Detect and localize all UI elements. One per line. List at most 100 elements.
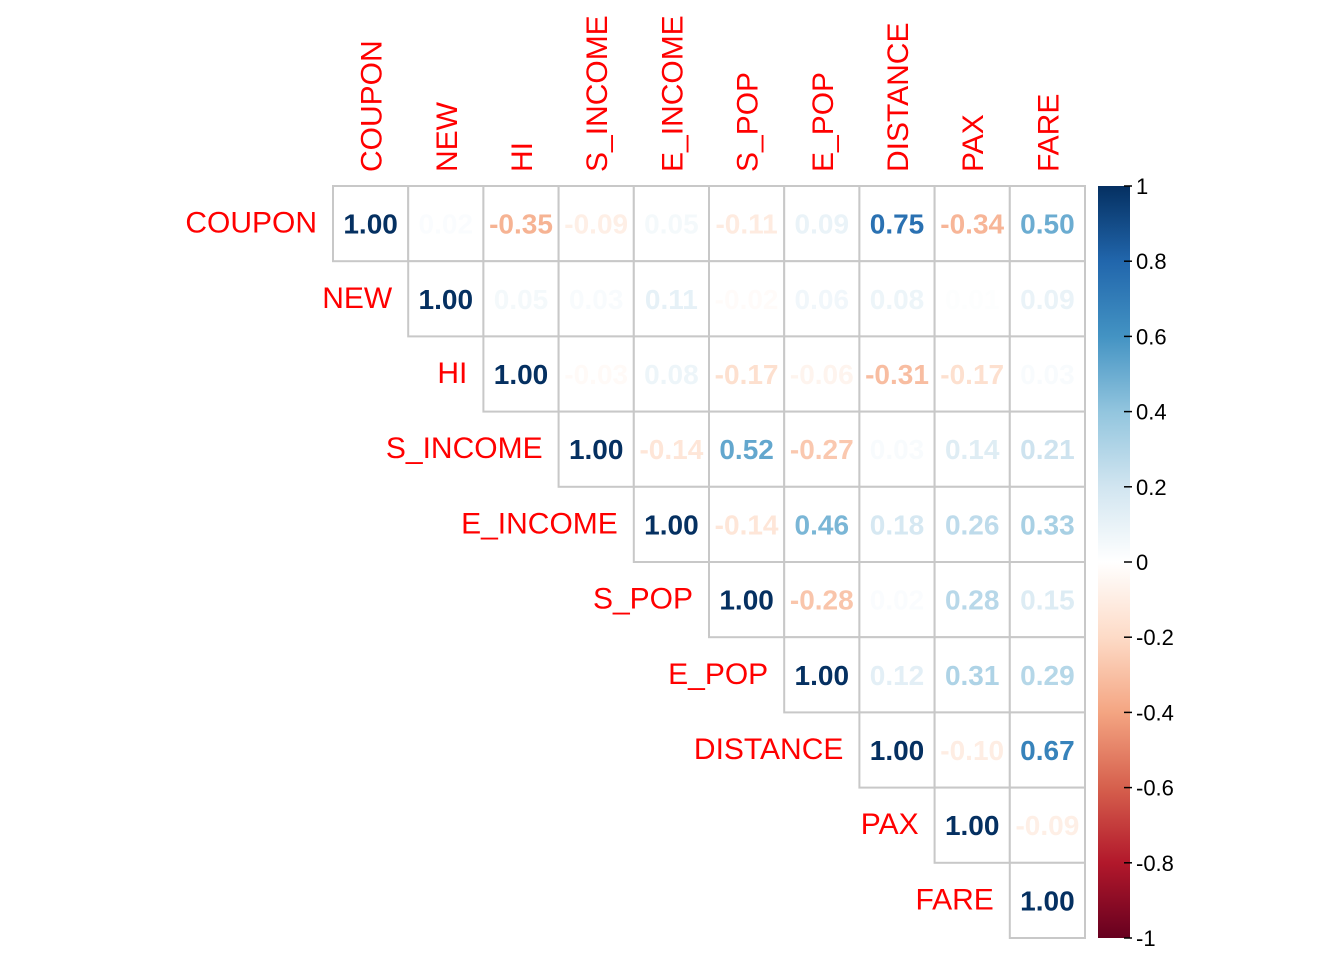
cell-E_POP-PAX [933, 636, 1011, 714]
cell-COUPON-DISTANCE [858, 185, 936, 263]
cell-S_POP-E_POP [783, 561, 861, 639]
cell-E_POP-DISTANCE [858, 636, 936, 714]
cell-NEW-DISTANCE [858, 260, 936, 338]
column-labels: COUPON NEW HI S_INCOME E_INCOME S_POP E_POP DIS… [356, 15, 1066, 172]
value-PAX-PAX: 1.00 [945, 810, 1000, 841]
row-label-S_POP: S_POP [593, 583, 693, 616]
value-COUPON-FARE: 0.50 [1020, 209, 1075, 240]
value-NEW-E_POP: 0.06 [795, 284, 850, 315]
colorbar-tick-label: -0.6 [1136, 776, 1174, 801]
cell-HI-E_INCOME [632, 335, 710, 413]
value-DISTANCE-FARE: 0.67 [1020, 735, 1075, 766]
row-label-S_INCOME: S_INCOME [386, 432, 543, 465]
value-S_INCOME-E_INCOME: -0.14 [639, 434, 703, 465]
cell-DISTANCE-DISTANCE [858, 711, 936, 789]
correlation-values: 1.00 0.02 -0.35 -0.09 0.05 -0.11 0.09 0.75 -0.34… [343, 209, 1079, 917]
cell-COUPON-COUPON [332, 185, 410, 263]
cell-S_POP-S_POP [708, 561, 786, 639]
cell-E_INCOME-E_INCOME [632, 485, 710, 563]
col-label-DISTANCE: DISTANCE [882, 23, 915, 172]
value-DISTANCE-DISTANCE: 1.00 [870, 735, 925, 766]
value-S_INCOME-S_POP: 0.52 [719, 434, 774, 465]
cell-HI-S_INCOME [557, 335, 635, 413]
value-HI-DISTANCE: -0.31 [865, 359, 929, 390]
cell-HI-HI [482, 335, 560, 413]
colorbar-tick-label: 0.4 [1136, 400, 1167, 425]
cell-COUPON-S_POP [708, 185, 786, 263]
cell-PAX-PAX [933, 786, 1011, 864]
colorbar: 1 0.8 0.6 0.4 0.2 0 -0.2 -0.4 -0.6 -0.8 -1 [1098, 174, 1174, 951]
col-label-COUPON: COUPON [356, 40, 389, 172]
colorbar-tick-label: 1 [1136, 174, 1148, 199]
row-label-E_INCOME: E_INCOME [461, 507, 618, 540]
value-PAX-FARE: -0.09 [1015, 810, 1079, 841]
colorbar-tick-label: 0 [1136, 550, 1148, 575]
value-E_INCOME-PAX: 0.26 [945, 509, 1000, 540]
value-NEW-E_INCOME: 0.11 [645, 284, 698, 315]
colorbar-tick-label: -0.4 [1136, 700, 1174, 725]
cell-DISTANCE-FARE [1008, 711, 1086, 789]
value-HI-S_INCOME: -0.03 [564, 359, 628, 390]
value-NEW-NEW: 1.00 [419, 284, 474, 315]
row-label-COUPON: COUPON [185, 207, 317, 240]
cell-HI-FARE [1008, 335, 1086, 413]
value-HI-E_POP: -0.06 [790, 359, 854, 390]
row-label-HI: HI [437, 357, 467, 390]
value-E_INCOME-DISTANCE: 0.18 [870, 509, 925, 540]
value-HI-E_INCOME: 0.08 [644, 359, 699, 390]
value-S_INCOME-PAX: 0.14 [945, 434, 1000, 465]
value-COUPON-S_INCOME: -0.09 [564, 209, 628, 240]
value-S_INCOME-S_INCOME: 1.00 [569, 434, 624, 465]
value-NEW-S_INCOME: 0.03 [569, 284, 624, 315]
cell-E_POP-E_POP [783, 636, 861, 714]
colorbar-tick-label: 0.2 [1136, 475, 1167, 500]
value-E_INCOME-S_POP: -0.14 [715, 509, 779, 540]
colorbar-tick-label: 0.8 [1136, 249, 1167, 274]
col-label-PAX: PAX [957, 114, 990, 172]
value-S_POP-DISTANCE: 0.02 [870, 585, 925, 616]
value-NEW-S_POP: -0.02 [715, 284, 779, 315]
value-E_POP-DISTANCE: 0.12 [870, 660, 925, 691]
value-S_POP-S_POP: 1.00 [719, 585, 774, 616]
cell-DISTANCE-PAX [933, 711, 1011, 789]
value-COUPON-PAX: -0.34 [940, 209, 1004, 240]
cell-FARE-FARE [1008, 861, 1086, 939]
value-COUPON-HI: -0.35 [489, 209, 553, 240]
value-COUPON-E_INCOME: 0.05 [644, 209, 699, 240]
value-HI-HI: 1.00 [494, 359, 549, 390]
row-labels: COUPON NEW HI S_INCOME E_INCOME S_POP E_POP DIS… [185, 207, 993, 917]
value-S_POP-PAX: 0.28 [945, 585, 1000, 616]
value-S_POP-E_POP: -0.28 [790, 585, 854, 616]
row-label-PAX: PAX [861, 808, 919, 841]
value-DISTANCE-PAX: -0.10 [940, 735, 1004, 766]
col-label-E_INCOME: E_INCOME [656, 15, 689, 172]
value-E_POP-PAX: 0.31 [945, 660, 1000, 691]
value-E_INCOME-E_POP: 0.46 [795, 509, 850, 540]
cell-S_INCOME-E_INCOME [632, 410, 710, 488]
col-label-S_INCOME: S_INCOME [581, 15, 614, 172]
row-label-E_POP: E_POP [668, 658, 768, 691]
value-COUPON-S_POP: -0.11 [715, 209, 777, 240]
cell-COUPON-NEW [407, 185, 485, 263]
value-S_INCOME-FARE: 0.21 [1020, 434, 1075, 465]
value-E_INCOME-FARE: 0.33 [1020, 509, 1075, 540]
col-label-E_POP: E_POP [807, 72, 840, 172]
value-NEW-PAX: 0.01 [945, 284, 1000, 315]
value-HI-FARE: 0.03 [1020, 359, 1075, 390]
col-label-S_POP: S_POP [732, 72, 765, 172]
cell-E_INCOME-E_POP [783, 485, 861, 563]
col-label-FARE: FARE [1032, 94, 1065, 172]
cell-PAX-FARE [1008, 786, 1086, 864]
cell-NEW-FARE [1008, 260, 1086, 338]
value-S_INCOME-DISTANCE: 0.03 [870, 434, 925, 465]
value-S_INCOME-E_POP: -0.27 [790, 434, 854, 465]
cell-NEW-E_POP [783, 260, 861, 338]
cell-NEW-HI [482, 260, 560, 338]
cell-COUPON-FARE [1008, 185, 1086, 263]
colorbar-tick-label: -0.8 [1136, 851, 1174, 876]
value-COUPON-E_POP: 0.09 [795, 209, 850, 240]
col-label-HI: HI [506, 142, 539, 172]
cell-NEW-E_INCOME [632, 260, 710, 338]
cell-NEW-PAX [933, 260, 1011, 338]
